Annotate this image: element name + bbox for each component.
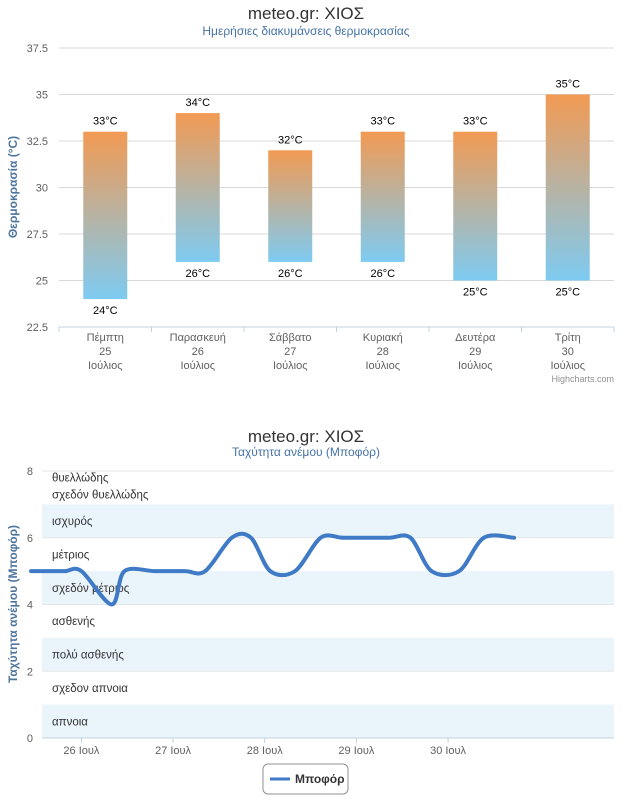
temp-bars: 33°C 24°C 34°C 26°C 32°C 26°C 33°C 26°C 33°C 25°C… <box>83 79 590 317</box>
temp-x-tick-label: Ιούλιος <box>365 360 400 372</box>
wind-chart-subtitle: Ταχύτητα ανέμου (Μποφόρ) <box>232 445 380 459</box>
wind-band-label: ισχυρός <box>52 516 93 528</box>
temp-y-tick-label: 37.5 <box>27 43 48 55</box>
temp-x-tick-label: Τρίτη <box>555 332 581 344</box>
wind-x-tick-label: 30 Ιουλ <box>430 745 466 757</box>
temp-max-label: 33°C <box>463 116 488 128</box>
wind-plot-band <box>42 504 614 538</box>
wind-x-tick-label: 27 Ιουλ <box>155 745 191 757</box>
wind-band-label: μέτριος <box>52 549 90 561</box>
temp-x-tick-label: 28 <box>377 346 389 358</box>
temp-chart-title: meteo.gr: ΧΙΟΣ <box>248 4 364 23</box>
temp-min-label: 24°C <box>93 305 118 317</box>
wind-band-label: θυελλώδης <box>52 473 109 485</box>
temp-range-bar[interactable] <box>545 94 590 281</box>
wind-x-tick-label: 26 Ιουλ <box>63 745 99 757</box>
temp-x-tick-label: Παρασκευή <box>170 332 226 344</box>
temp-range-bar[interactable] <box>268 150 313 262</box>
temp-range-bar[interactable] <box>175 113 220 262</box>
temp-range-bar[interactable] <box>453 131 498 281</box>
temp-x-tick-label: Σάββατο <box>269 332 311 344</box>
wind-x-axis: 26 Ιουλ 27 Ιουλ 28 Ιουλ 29 Ιουλ 30 Ιουλ <box>42 737 614 757</box>
temp-range-bar[interactable] <box>83 131 128 300</box>
temp-min-label: 26°C <box>278 268 303 280</box>
temp-max-label: 33°C <box>93 116 118 128</box>
temp-max-label: 34°C <box>185 97 210 109</box>
wind-x-tick-label: 29 Ιουλ <box>338 745 374 757</box>
wind-y-tick-label: 6 <box>27 533 33 545</box>
temp-x-tick-label: 26 <box>192 346 204 358</box>
temp-x-tick-label: 27 <box>284 346 296 358</box>
wind-band-label: σχεδον απνοια <box>52 683 128 695</box>
legend-item-mpofor[interactable]: Μποφόρ <box>295 772 345 786</box>
wind-y-tick-label: 2 <box>27 666 33 678</box>
temp-y-tick-label: 32.5 <box>27 136 48 148</box>
wind-y-tick-label: 0 <box>27 733 33 745</box>
temp-min-label: 26°C <box>370 268 395 280</box>
temp-y-axis: 22.5 25 27.5 30 32.5 35 37.5 <box>27 43 48 334</box>
temp-y-tick-label: 35 <box>36 90 48 102</box>
temp-min-label: 26°C <box>185 268 210 280</box>
wind-band-label: ασθενής <box>52 616 95 628</box>
wind-y-tick-label: 8 <box>27 466 33 478</box>
temp-max-label: 32°C <box>278 134 303 146</box>
wind-series <box>29 531 517 607</box>
wind-band-label: σχεδόν μέτριος <box>52 583 130 595</box>
wind-x-tick-label: 28 Ιουλ <box>247 745 283 757</box>
temp-x-tick-label: Ιούλιος <box>88 360 123 372</box>
legend-box <box>262 763 349 795</box>
temp-y-tick-label: 25 <box>36 276 48 288</box>
wind-bands: απνοια σχεδον απνοια πολύ ασθενής ασθενής σχ… <box>42 470 614 739</box>
wind-y-tick-label: 4 <box>27 600 33 612</box>
wind-plot-band <box>42 704 614 738</box>
wind-chart: meteo.gr: ΧΙΟΣ Ταχύτητα ανέμου (Μποφόρ) … <box>6 427 614 795</box>
temp-x-tick-label: Κυριακή <box>363 332 403 344</box>
temp-x-tick-label: Ιούλιος <box>273 360 308 372</box>
temp-x-tick-label: Ιούλιος <box>550 360 585 372</box>
legend[interactable]: Μποφόρ <box>262 763 349 795</box>
temp-max-label: 33°C <box>370 116 395 128</box>
temp-x-tick-label: Πέμπτη <box>87 332 124 344</box>
temp-x-tick-label: Δευτέρα <box>455 332 496 344</box>
temp-x-tick-label: 29 <box>469 346 481 358</box>
temp-min-label: 25°C <box>555 287 580 299</box>
temp-max-label: 35°C <box>555 79 580 91</box>
temp-min-label: 25°C <box>463 287 488 299</box>
temp-x-tick-label: 25 <box>99 346 111 358</box>
temp-grid <box>59 47 614 328</box>
temp-chart-subtitle: Ημερήσιες διακυμάνσεις θερμοκρασίας <box>202 24 409 38</box>
temp-y-tick-label: 22.5 <box>27 322 48 334</box>
wind-y-axis-title: Ταχύτητα ανέμου (Μποφόρ) <box>6 525 20 683</box>
wind-plot-band <box>42 637 614 672</box>
temp-y-tick-label: 30 <box>36 183 48 195</box>
wind-band-label: απνοια <box>52 716 88 728</box>
temp-y-tick-label: 27.5 <box>27 229 48 241</box>
wind-band-label: πολύ ασθενής <box>52 650 124 662</box>
wind-band-label: σχεδόν θυελλώδης <box>52 489 149 501</box>
wind-chart-title: meteo.gr: ΧΙΟΣ <box>248 427 364 446</box>
temp-x-tick-label: Ιούλιος <box>458 360 493 372</box>
temp-x-axis: Πέμπτη 25 Ιούλιος Παρασκευή 26 Ιούλιος Σάββατο… <box>58 326 615 372</box>
temp-x-tick-label: Ιούλιος <box>180 360 215 372</box>
wind-plot-band <box>42 571 614 605</box>
chart-credit[interactable]: Highcharts.com <box>551 374 614 384</box>
temp-range-bar[interactable] <box>360 131 405 262</box>
temp-y-axis-title: Θερμοκρασία (°C) <box>6 136 20 238</box>
temp-x-tick-label: 30 <box>562 346 574 358</box>
wind-y-axis: 0 2 4 6 8 <box>27 466 33 745</box>
wind-series-line[interactable] <box>29 531 517 607</box>
temperature-chart: meteo.gr: ΧΙΟΣ Ημερήσιες διακυμάνσεις θε… <box>6 4 615 384</box>
